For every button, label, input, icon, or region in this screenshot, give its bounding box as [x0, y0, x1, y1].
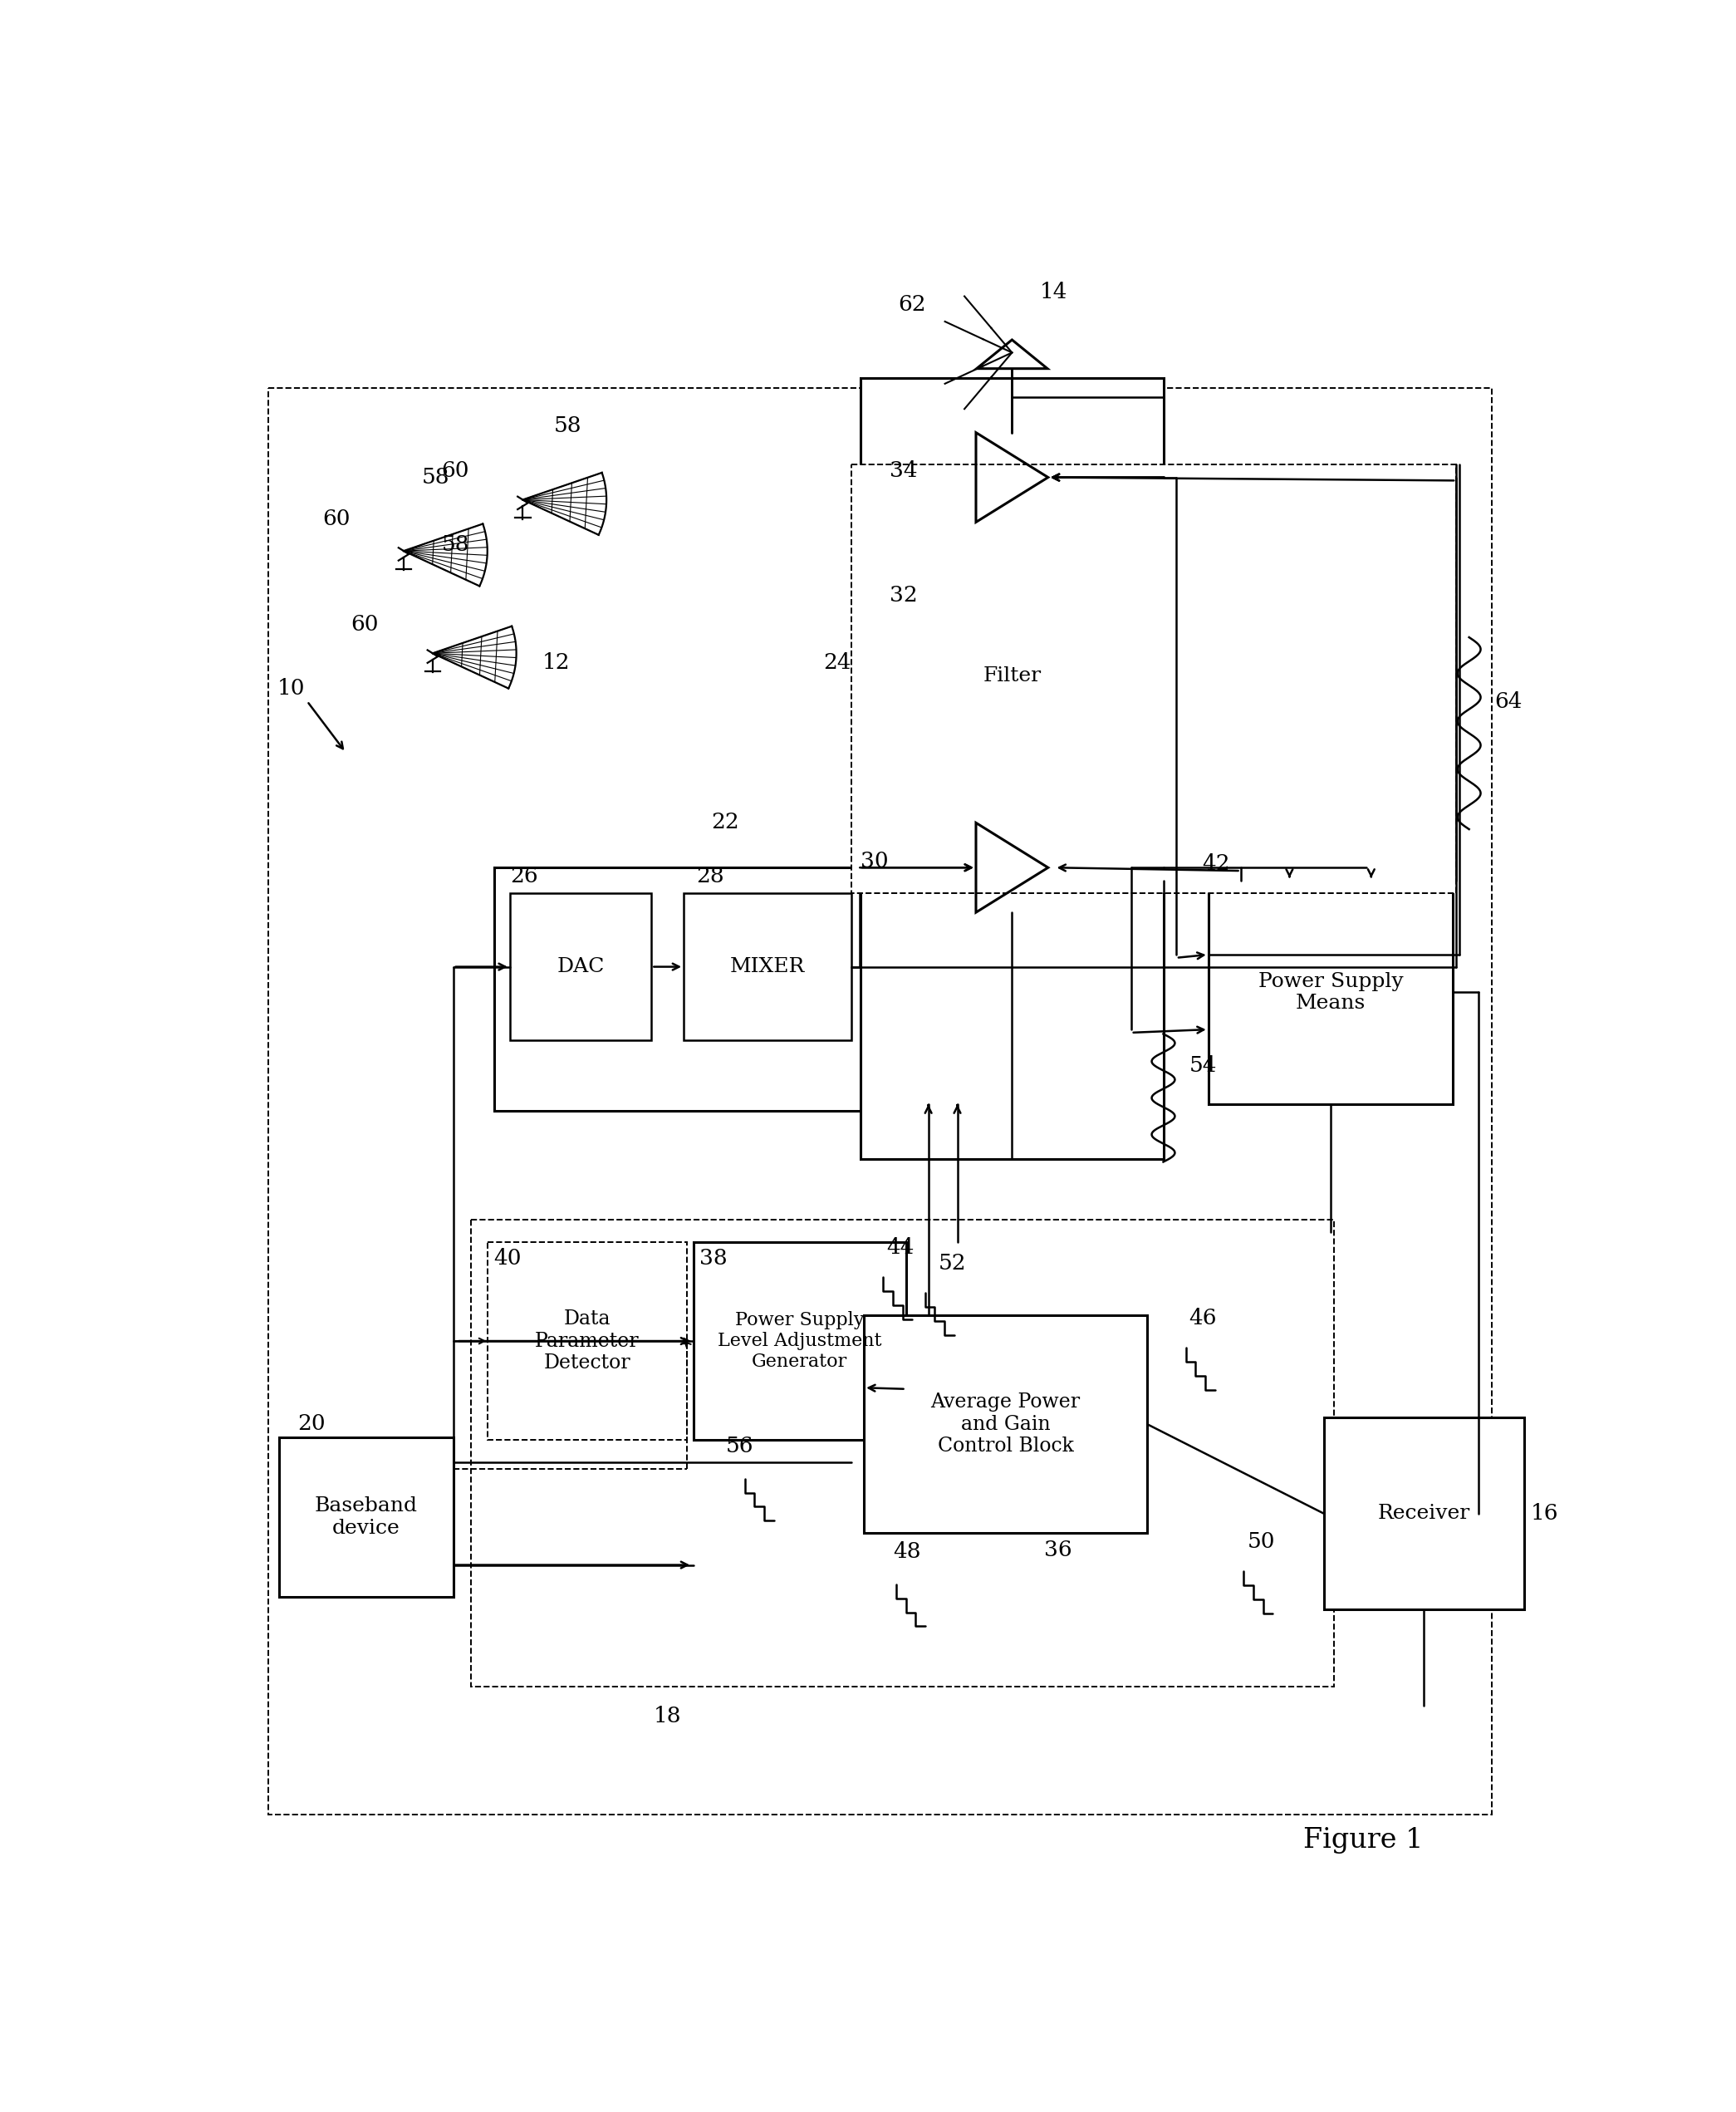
Text: Filter: Filter — [983, 665, 1042, 684]
Text: 58: 58 — [441, 534, 469, 555]
Bar — [861, 378, 1163, 1159]
Text: 34: 34 — [891, 460, 918, 482]
Text: 54: 54 — [1189, 1056, 1217, 1077]
Text: 56: 56 — [726, 1436, 753, 1455]
Bar — [269, 389, 1491, 1814]
Text: Power Supply
Level Adjustment
Generator: Power Supply Level Adjustment Generator — [717, 1312, 882, 1371]
Text: 46: 46 — [1189, 1307, 1217, 1328]
Bar — [891, 612, 1134, 739]
Bar — [510, 893, 651, 1041]
Bar — [1208, 881, 1453, 1105]
Text: 44: 44 — [887, 1238, 915, 1259]
Bar — [684, 893, 851, 1041]
Text: 52: 52 — [937, 1252, 965, 1274]
Bar — [493, 868, 892, 1111]
Text: 16: 16 — [1529, 1504, 1557, 1525]
Text: 10: 10 — [278, 678, 306, 699]
Text: 28: 28 — [696, 866, 724, 887]
Text: 48: 48 — [892, 1542, 920, 1561]
Text: 36: 36 — [1043, 1540, 1073, 1561]
Text: 38: 38 — [700, 1248, 727, 1269]
Text: 50: 50 — [1246, 1531, 1274, 1552]
Text: 64: 64 — [1495, 691, 1522, 712]
Text: 12: 12 — [542, 653, 569, 674]
Text: Receiver: Receiver — [1378, 1504, 1470, 1523]
Text: Data
Parameter
Detector: Data Parameter Detector — [535, 1309, 639, 1373]
Text: 32: 32 — [891, 585, 918, 606]
Bar — [470, 1219, 1333, 1687]
Text: Baseband
device: Baseband device — [314, 1495, 418, 1538]
Text: 30: 30 — [861, 851, 889, 872]
Text: 26: 26 — [510, 866, 538, 887]
Text: 14: 14 — [1040, 281, 1068, 302]
Text: 58: 58 — [554, 416, 582, 437]
Bar — [865, 1316, 1147, 1533]
Text: Average Power
and Gain
Control Block: Average Power and Gain Control Block — [930, 1392, 1080, 1455]
Text: 24: 24 — [823, 653, 851, 674]
Text: Figure 1: Figure 1 — [1304, 1827, 1424, 1854]
Text: 42: 42 — [1201, 853, 1229, 874]
Text: Power Supply
Means: Power Supply Means — [1259, 972, 1403, 1014]
Text: 40: 40 — [493, 1248, 521, 1269]
Text: DAC: DAC — [557, 957, 604, 976]
Text: 60: 60 — [323, 509, 351, 530]
Bar — [279, 1436, 453, 1597]
Text: 60: 60 — [351, 615, 378, 636]
Bar — [1325, 1417, 1524, 1609]
Text: 60: 60 — [441, 460, 469, 482]
Bar — [693, 1242, 906, 1440]
Text: 62: 62 — [898, 294, 927, 315]
Bar — [851, 465, 1457, 893]
Text: 58: 58 — [422, 467, 450, 488]
Text: MIXER: MIXER — [729, 957, 806, 976]
Text: 20: 20 — [297, 1413, 325, 1434]
Text: 18: 18 — [654, 1706, 682, 1726]
Text: 22: 22 — [712, 811, 740, 832]
Bar — [488, 1242, 687, 1440]
